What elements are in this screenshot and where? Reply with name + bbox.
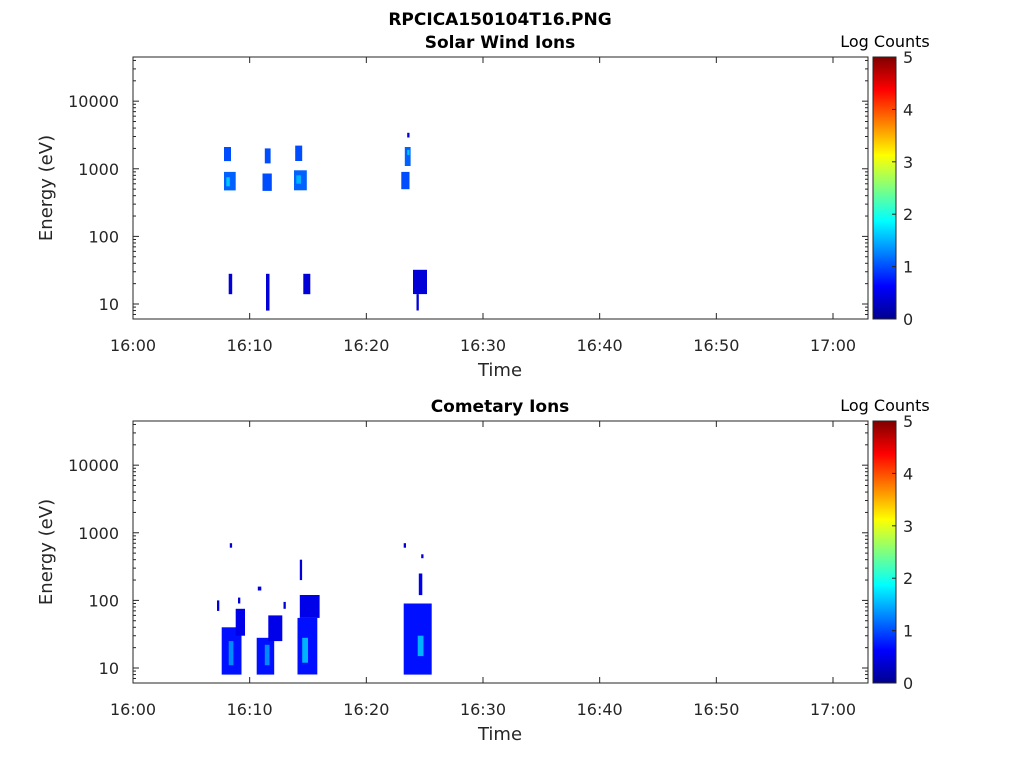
heatmap-cell — [299, 595, 320, 618]
heatmap-cell — [295, 145, 303, 161]
heatmap-cell — [413, 269, 427, 295]
y-tick-label: 10000 — [68, 456, 119, 475]
heatmap-cell — [416, 294, 419, 311]
plot-frame — [132, 420, 869, 684]
x-tick-label: 16:00 — [110, 700, 156, 719]
panel-cometary-ions: Cometary Ions Log Counts Time Energy (eV… — [36, 396, 930, 745]
heatmap-cell — [238, 597, 241, 604]
heatmap-cell — [257, 586, 262, 591]
x-tick-label: 16:50 — [693, 336, 739, 355]
heatmap-cells — [217, 543, 432, 675]
heatmap-cell — [235, 608, 245, 636]
heatmap-cell — [266, 273, 270, 311]
heatmap-cell — [268, 615, 283, 642]
x-axis-label: Time — [477, 724, 522, 745]
x-tick-label: 16:50 — [693, 700, 739, 719]
heatmap-cell — [226, 177, 230, 187]
heatmap-cells — [224, 132, 427, 311]
heatmap-cell — [417, 635, 424, 657]
x-tick-label: 16:30 — [460, 700, 506, 719]
colorbar-label: Log Counts — [840, 396, 930, 415]
y-axis-label: Energy (eV) — [36, 135, 57, 241]
y-tick-label: 100 — [88, 591, 119, 610]
colorbar-tick-label: 3 — [903, 153, 913, 172]
colorbar-tick-label: 1 — [903, 258, 913, 277]
x-ticks: 16:00 16:10 16:20 16:30 16:40 16:50 17:00 — [110, 57, 856, 355]
x-tick-label: 16:40 — [577, 336, 623, 355]
colorbar — [872, 56, 897, 320]
colorbar-label: Log Counts — [840, 32, 930, 51]
x-tick-label: 17:00 — [810, 700, 856, 719]
x-tick-label: 16:30 — [460, 336, 506, 355]
x-ticks: 16:00 16:10 16:20 16:30 16:40 16:50 17:00 — [110, 421, 856, 719]
y-tick-label: 100 — [88, 227, 119, 246]
heatmap-cell — [403, 543, 406, 548]
x-tick-label: 16:20 — [343, 700, 389, 719]
colorbar-ticks: 0 1 2 3 4 5 — [892, 412, 913, 693]
panel-title: Solar Wind Ions — [425, 33, 576, 53]
y-axis-label: Energy (eV) — [36, 499, 57, 605]
heatmap-cell — [224, 147, 231, 162]
y-tick-label: 10 — [99, 659, 119, 678]
colorbar — [872, 420, 897, 684]
heatmap-cell — [407, 132, 410, 138]
y-tick-label: 1000 — [78, 524, 119, 543]
x-axis-label: Time — [477, 360, 522, 381]
colorbar-tick-label: 5 — [903, 412, 913, 431]
x-tick-label: 17:00 — [810, 336, 856, 355]
heatmap-cell — [262, 173, 272, 191]
heatmap-cell — [302, 637, 308, 663]
heatmap-cell — [421, 554, 424, 559]
heatmap-cell — [264, 644, 270, 666]
y-tick-label: 10000 — [68, 92, 119, 111]
heatmap-cell — [224, 171, 236, 191]
colorbar-tick-label: 3 — [903, 517, 913, 536]
y-tick-label: 10 — [99, 295, 119, 314]
colorbar-tick-label: 0 — [903, 310, 913, 329]
colorbar-tick-label: 2 — [903, 569, 913, 588]
heatmap-cell — [229, 543, 233, 548]
colorbar-tick-label: 0 — [903, 674, 913, 693]
y-ticks: 10 100 1000 10000 — [68, 423, 868, 684]
heatmap-cell — [299, 559, 303, 581]
figure-title: RPCICA150104T16.PNG — [388, 10, 611, 30]
heatmap-cell — [296, 175, 301, 184]
panel-solar-wind-ions: Solar Wind Ions Log Counts Time Energy (… — [36, 32, 930, 381]
heatmap-cell — [264, 148, 271, 164]
x-tick-label: 16:00 — [110, 336, 156, 355]
heatmap-cell — [217, 600, 220, 611]
heatmap-cell — [404, 147, 411, 166]
x-tick-label: 16:10 — [227, 336, 273, 355]
heatmap-cell — [228, 273, 233, 295]
colorbar-tick-label: 4 — [903, 100, 913, 119]
heatmap-cell — [407, 149, 410, 155]
colorbar-tick-label: 1 — [903, 622, 913, 641]
y-ticks: 10 100 1000 10000 — [68, 59, 868, 320]
colorbar-tick-label: 5 — [903, 48, 913, 67]
heatmap-cell — [418, 573, 423, 596]
heatmap-cell — [303, 273, 311, 295]
x-tick-label: 16:10 — [227, 700, 273, 719]
y-tick-label: 1000 — [78, 160, 119, 179]
x-tick-label: 16:20 — [343, 336, 389, 355]
plot-frame — [132, 56, 869, 320]
heatmap-cell — [401, 171, 410, 190]
colorbar-tick-label: 2 — [903, 205, 913, 224]
x-tick-label: 16:40 — [577, 700, 623, 719]
heatmap-cell — [283, 601, 286, 609]
colorbar-tick-label: 4 — [903, 464, 913, 483]
panel-title: Cometary Ions — [431, 397, 570, 417]
heatmap-cell — [228, 641, 234, 666]
colorbar-ticks: 0 1 2 3 4 5 — [892, 48, 913, 329]
